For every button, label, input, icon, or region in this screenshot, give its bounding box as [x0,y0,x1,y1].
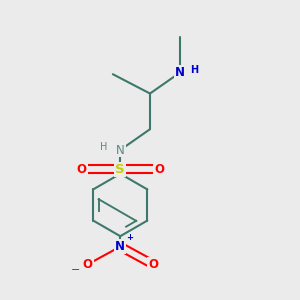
Text: H: H [190,65,199,75]
Text: O: O [76,163,87,176]
Text: −: − [71,266,80,275]
Text: N: N [116,143,125,157]
Text: +: + [126,233,133,242]
Text: O: O [154,163,164,176]
Text: H: H [100,142,108,152]
Text: O: O [148,258,158,271]
Text: N: N [115,240,125,253]
Text: O: O [82,258,93,271]
Text: N: N [175,66,185,79]
Text: S: S [116,163,125,176]
